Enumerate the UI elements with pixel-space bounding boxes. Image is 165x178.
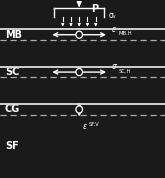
Text: σ: σ [112,62,117,71]
Text: MB: MB [5,30,22,40]
Text: ε: ε [112,25,116,34]
Text: MB.H: MB.H [118,31,132,36]
Text: CG: CG [5,104,20,114]
Text: SC.H: SC.H [118,69,131,74]
Text: σᵥ: σᵥ [109,11,117,20]
Circle shape [76,69,82,76]
Text: P: P [91,4,98,14]
Text: SF: SF [5,141,19,151]
Text: ε: ε [82,122,87,131]
Text: SC: SC [5,67,19,77]
Circle shape [76,31,82,38]
Circle shape [76,106,82,113]
Text: SF.V: SF.V [89,122,99,127]
